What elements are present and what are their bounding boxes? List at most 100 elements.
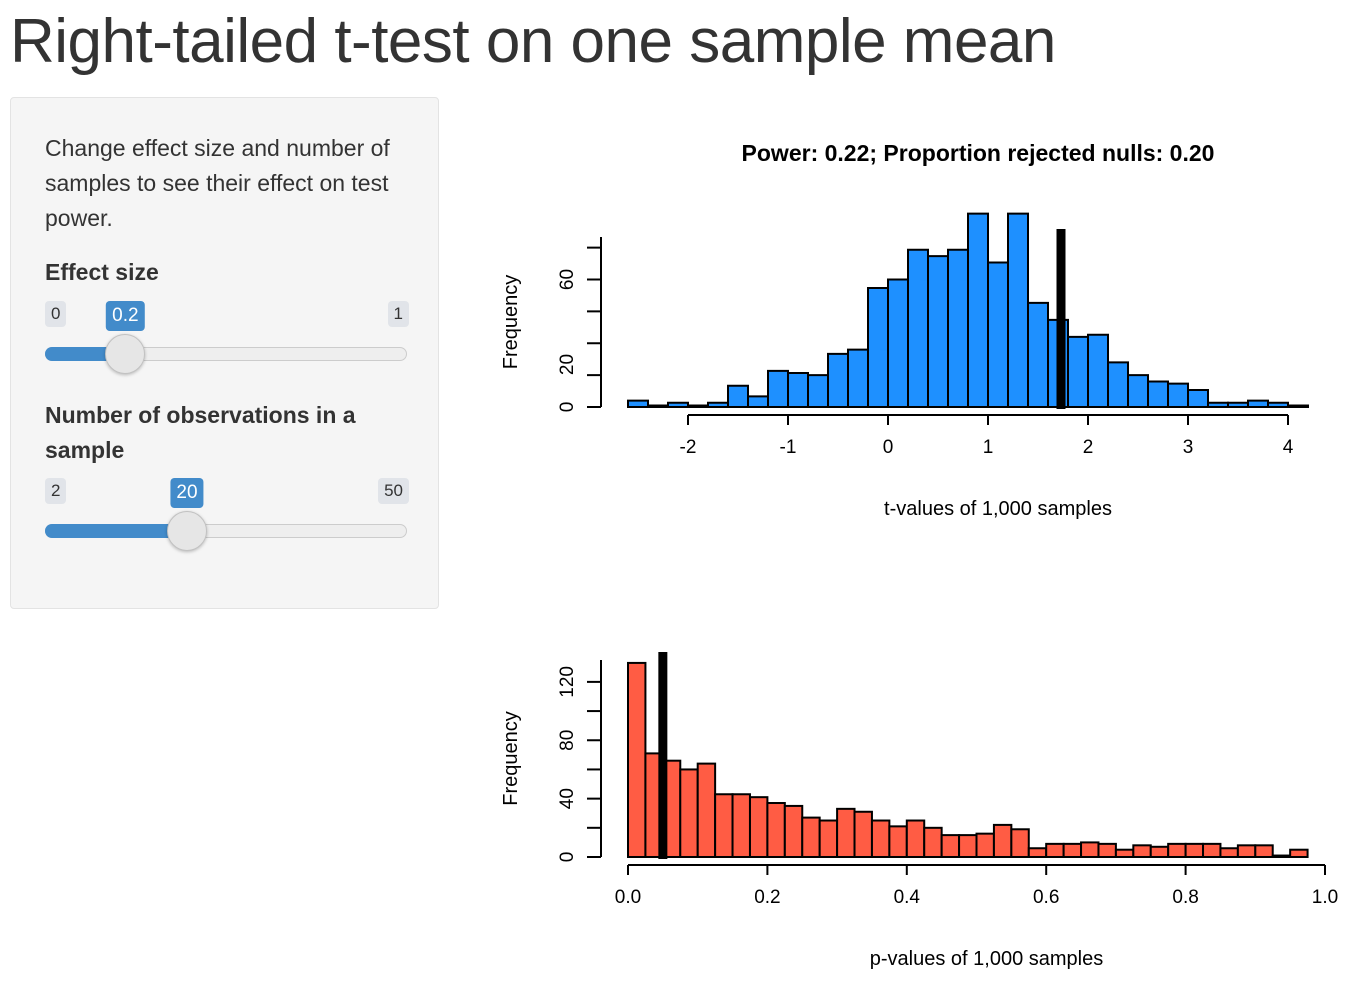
slider-min-label: 0 xyxy=(45,301,67,327)
histogram-bar xyxy=(888,825,908,859)
histogram-bar xyxy=(714,793,734,858)
histogram-bar xyxy=(1149,845,1170,859)
histogram-bar xyxy=(1227,401,1249,408)
x-axis-label: t-values of 1,000 samples xyxy=(884,498,1112,520)
histogram-bar xyxy=(1202,842,1222,859)
t-values-histogram: Power: 0.22; Proportion rejected nulls: … xyxy=(500,140,1309,520)
histogram-bar xyxy=(1087,333,1109,408)
slider-min-label: 2 xyxy=(45,478,67,504)
histogram-bar xyxy=(847,348,869,408)
x-tick-label: 1 xyxy=(983,437,994,458)
histogram-bar xyxy=(727,384,749,408)
x-tick-label: -1 xyxy=(780,437,797,458)
histogram-bar xyxy=(818,819,839,859)
y-tick-label: 80 xyxy=(557,730,578,751)
effect-size-slider[interactable]: 0 0.2 1 xyxy=(45,301,409,374)
histogram-bar xyxy=(807,374,829,408)
histogram-bar xyxy=(679,768,699,858)
y-axis-label: Frequency xyxy=(500,711,522,806)
y-tick-label: 60 xyxy=(557,269,578,290)
histogram-bar xyxy=(1027,847,1048,859)
observations-slider[interactable]: 2 20 50 xyxy=(45,478,409,551)
histogram-bar xyxy=(1271,854,1292,859)
histogram-bar xyxy=(696,762,717,858)
histogram-bar xyxy=(1132,844,1152,859)
p-values-histogram: 0.0 0.2 0.4 0.6 0.8 1.0 0 40 80 120 p-values of 1,… xyxy=(500,652,1338,970)
y-tick-label: 0 xyxy=(557,402,578,413)
histogram-bar xyxy=(853,810,873,859)
histogram-bar xyxy=(958,834,978,859)
histogram-bar xyxy=(1167,842,1187,859)
histogram-bar xyxy=(1219,847,1239,859)
y-tick-label: 0 xyxy=(557,852,578,863)
y-tick-label: 120 xyxy=(557,666,578,698)
histogram-bar xyxy=(766,802,786,858)
histogram-bar xyxy=(1045,842,1065,859)
x-tick-label: 0.8 xyxy=(1172,887,1198,908)
slider-value-badge: 20 xyxy=(170,478,204,508)
histogram-bar xyxy=(1067,335,1089,408)
histogram-bar xyxy=(975,832,995,859)
histogram-bar xyxy=(1010,828,1030,859)
histogram-bar xyxy=(927,255,949,408)
y-tick-label: 20 xyxy=(557,354,578,375)
slider-value-badge: 0.2 xyxy=(106,301,145,331)
x-axis-label: p-values of 1,000 samples xyxy=(870,948,1103,970)
slider-handle[interactable] xyxy=(105,334,146,374)
x-tick-label: 0 xyxy=(883,437,894,458)
histogram-bar xyxy=(940,834,961,859)
histogram-bar xyxy=(1267,401,1289,408)
histogram-bar xyxy=(827,352,849,408)
histogram-bar xyxy=(1080,841,1100,859)
histogram-bar xyxy=(1097,842,1117,859)
x-tick-label: 0.6 xyxy=(1033,887,1059,908)
y-axis-label: Frequency xyxy=(500,275,522,370)
histogram-bar xyxy=(987,261,1009,408)
histogram-bar xyxy=(1007,212,1029,408)
histogram-bar xyxy=(992,823,1013,859)
histogram-bar xyxy=(687,404,709,408)
histogram-bar xyxy=(667,401,689,408)
histogram-bar xyxy=(1247,399,1269,408)
histogram-bar xyxy=(767,369,789,408)
x-tick-label: 2 xyxy=(1083,437,1094,458)
histogram-bar xyxy=(787,372,809,408)
histogram-bar xyxy=(1127,374,1149,408)
histogram-bar xyxy=(836,807,856,859)
histogram-bar xyxy=(801,816,821,859)
histogram-bar xyxy=(967,212,989,408)
histogram-bar xyxy=(905,819,926,859)
x-tick-label: 3 xyxy=(1183,437,1194,458)
observations-label: Number of observations in a sample xyxy=(45,402,356,463)
x-tick-label: -2 xyxy=(680,437,697,458)
y-tick-label: 40 xyxy=(557,788,578,809)
histogram-bar xyxy=(1167,382,1189,408)
effect-size-label: Effect size xyxy=(45,259,159,285)
histogram-bar xyxy=(783,804,804,858)
slider-max-label: 50 xyxy=(378,478,409,504)
slider-handle[interactable] xyxy=(167,511,207,551)
page-title: Right-tailed t-test on one sample mean xyxy=(10,7,1056,76)
histogram-bar xyxy=(1027,301,1049,408)
slider-fill xyxy=(45,524,187,538)
histogram-bar xyxy=(947,248,969,408)
help-text: Change effect size and number of samples… xyxy=(45,135,390,231)
x-tick-label: 0.0 xyxy=(615,887,641,908)
histogram-bar xyxy=(707,401,729,408)
histogram-bar xyxy=(887,278,909,408)
histogram-bar xyxy=(870,819,891,859)
histogram-bar xyxy=(1289,848,1309,859)
histogram-bar xyxy=(1062,842,1083,859)
x-tick-label: 0.4 xyxy=(894,887,921,908)
histogram-bar xyxy=(1254,844,1274,859)
histogram-bar xyxy=(747,395,769,408)
histogram-bar xyxy=(748,796,769,858)
histogram-bar xyxy=(867,287,889,408)
x-tick-label: 4 xyxy=(1283,437,1294,458)
sidebar-panel: Change effect size and number of samples… xyxy=(10,97,439,609)
histogram-bar xyxy=(647,404,669,408)
chart-title: Power: 0.22; Proportion rejected nulls: … xyxy=(742,140,1215,166)
slider-max-label: 1 xyxy=(387,301,409,327)
slider-fill xyxy=(45,347,126,361)
x-tick-label: 1.0 xyxy=(1312,887,1338,908)
